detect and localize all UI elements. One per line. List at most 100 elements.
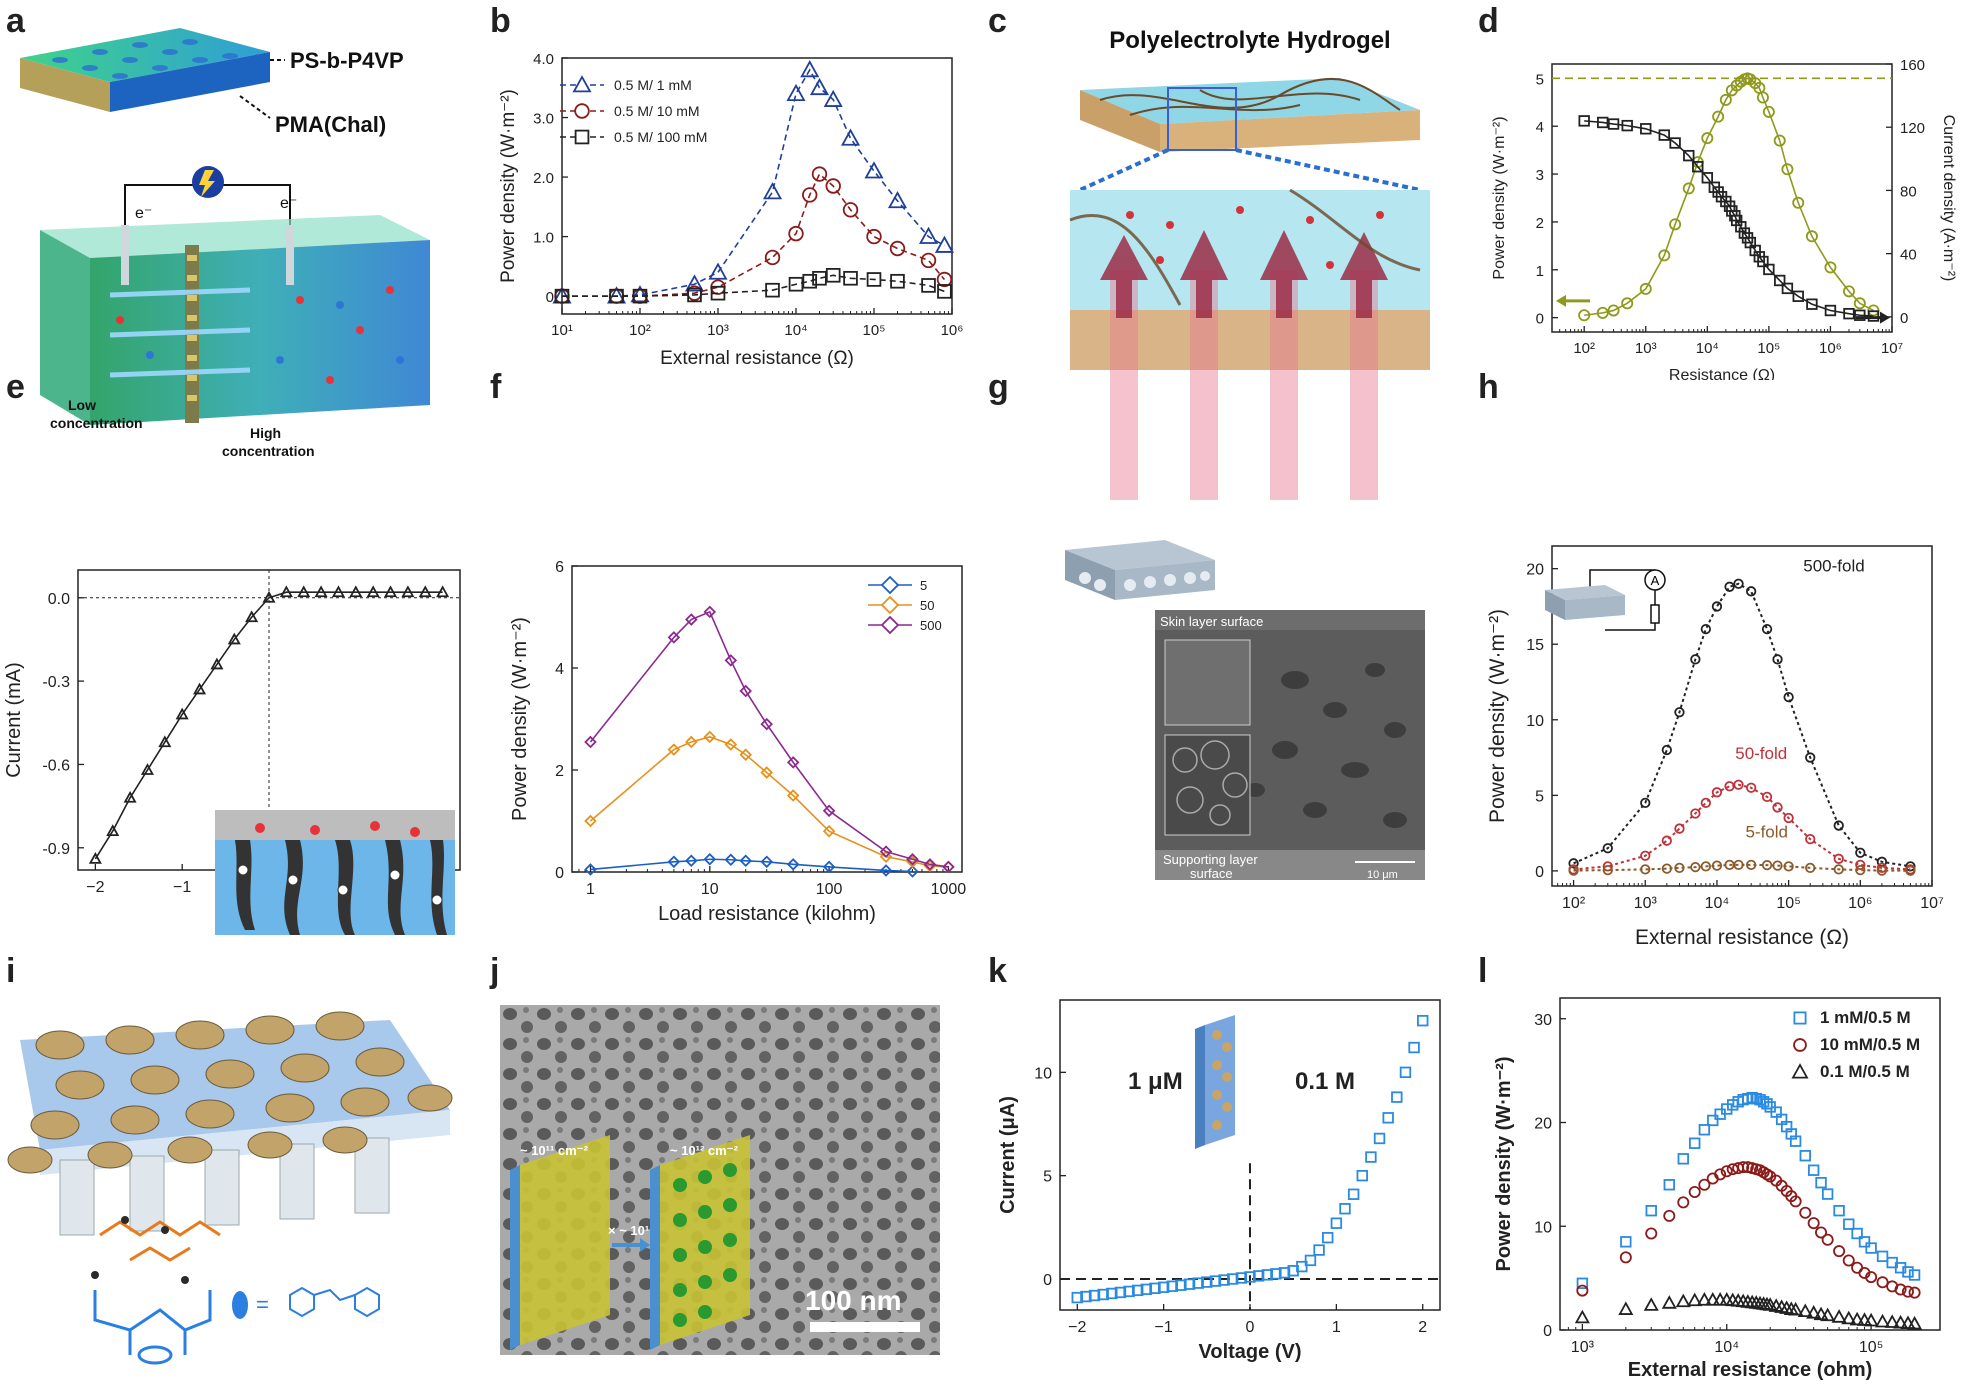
data-point xyxy=(175,707,189,720)
data-point xyxy=(1417,1014,1429,1027)
data-point xyxy=(1244,1271,1256,1283)
legend: 5 50 500 xyxy=(868,575,942,635)
panel-letter-d: d xyxy=(1478,2,1499,40)
data-point xyxy=(1675,1293,1691,1308)
data-point xyxy=(1640,850,1651,861)
y-tick-label: 30 xyxy=(1534,1012,1552,1029)
data-point xyxy=(822,860,836,874)
data-point xyxy=(1689,1137,1701,1149)
data-point xyxy=(1645,1204,1657,1217)
data-point xyxy=(703,852,717,866)
data-point xyxy=(1701,172,1714,184)
data-point xyxy=(1783,861,1794,872)
data-point xyxy=(1813,1306,1829,1321)
data-point xyxy=(1902,1266,1914,1278)
data-point xyxy=(823,89,843,107)
data-point xyxy=(1720,1165,1733,1178)
data-point xyxy=(1391,1091,1403,1103)
data-point xyxy=(1639,282,1652,295)
series-1-mm-0-5-m xyxy=(1576,1091,1921,1290)
data-point xyxy=(1842,1254,1855,1267)
data-point xyxy=(1806,1305,1822,1319)
y-tick-label: 4.0 xyxy=(533,51,554,68)
data-point xyxy=(1772,802,1783,813)
data-point xyxy=(1711,860,1723,871)
y2-tick-label: 80 xyxy=(1900,183,1917,200)
data-point xyxy=(1700,797,1711,809)
data-point xyxy=(1227,1273,1239,1285)
legend-marker xyxy=(880,575,900,595)
legend-marker xyxy=(574,103,590,119)
x-tick-label: 10⁴ xyxy=(1714,1339,1739,1356)
data-point xyxy=(1698,1178,1711,1191)
data-point xyxy=(890,273,905,289)
data-point xyxy=(1690,654,1701,665)
data-point xyxy=(1772,654,1783,665)
chart-d: 10² 10³ 10⁴ 10⁵ 10⁶ 10⁷ 0 1 2 3 4 5 0 40 80 120 160 Resis… xyxy=(1491,57,1957,380)
legend-label: 1 mM/0.5 M xyxy=(1820,1008,1911,1027)
y-tick-label: -0.3 xyxy=(42,674,70,691)
plot-frame xyxy=(561,57,953,315)
data-point xyxy=(703,605,717,619)
data-point xyxy=(1157,1281,1170,1293)
label-low-concentration: concentration xyxy=(50,415,143,431)
x-tick-label: −1 xyxy=(173,879,191,896)
panel-letter-h: h xyxy=(1478,368,1499,406)
data-point xyxy=(418,585,432,598)
panel-letter-e: e xyxy=(6,368,25,406)
data-point xyxy=(764,249,781,266)
legend: 1 mM/0.5 M 10 mM/0.5 M 0.1 M/0.5 M xyxy=(1791,1008,1920,1081)
x-axis-label: External resistance (ohm) xyxy=(1628,1359,1873,1380)
panel-j-illustration: ~ 10¹¹ cm⁻² ~ 10¹² cm⁻² × ~ 10¹ 100 nm xyxy=(500,1005,940,1355)
data-point xyxy=(760,766,773,779)
data-point xyxy=(1663,1179,1675,1191)
series-0-1-m-0-5-m xyxy=(1574,1292,1923,1330)
series-current-density xyxy=(1578,115,1880,322)
data-point xyxy=(1714,1168,1727,1181)
data-point xyxy=(106,824,120,837)
panel-e-inset xyxy=(215,810,455,935)
x-tick-label: 10⁵ xyxy=(1776,895,1800,912)
data-point xyxy=(1640,123,1652,135)
data-point xyxy=(786,858,800,871)
data-point xyxy=(1218,1274,1230,1286)
data-point xyxy=(760,717,773,731)
data-point xyxy=(1783,691,1794,703)
data-point xyxy=(762,182,783,200)
data-point xyxy=(193,682,207,695)
data-point xyxy=(1833,864,1844,875)
panel-letter-k: k xyxy=(988,952,1007,990)
data-point xyxy=(687,287,702,303)
data-point xyxy=(1373,1132,1386,1145)
data-point xyxy=(1805,752,1816,763)
data-point xyxy=(1820,1307,1836,1322)
series-500-fold xyxy=(1568,578,1916,872)
data-point xyxy=(1783,812,1794,824)
x-axis-label: External resistance (Ω) xyxy=(660,348,854,369)
x-tick-label: 1000 xyxy=(931,881,967,898)
data-point xyxy=(1815,1176,1827,1189)
surface-label: surface xyxy=(1190,866,1233,881)
data-point xyxy=(840,128,861,146)
y-tick-label: 0 xyxy=(546,289,554,306)
panel-letter-b: b xyxy=(490,2,511,40)
data-point xyxy=(1700,861,1711,872)
data-point xyxy=(1576,1284,1589,1297)
legend-marker xyxy=(1791,1063,1809,1079)
x-tick-label: −1 xyxy=(1155,1319,1173,1336)
data-point xyxy=(1745,586,1757,597)
plot-frame xyxy=(1551,545,1933,887)
data-point xyxy=(1855,859,1866,870)
data-point xyxy=(1797,1303,1813,1318)
data-point xyxy=(937,284,952,299)
data-point xyxy=(1071,1291,1083,1304)
data-point xyxy=(842,202,859,218)
x-tick-label: 10 xyxy=(701,881,719,898)
data-point xyxy=(1833,853,1844,864)
data-point xyxy=(708,262,728,280)
data-point xyxy=(630,285,650,303)
legend-label: 500 xyxy=(920,618,942,633)
data-point xyxy=(879,864,893,877)
data-point xyxy=(1807,1217,1820,1230)
x-tick-label: 2 xyxy=(1418,1319,1427,1336)
